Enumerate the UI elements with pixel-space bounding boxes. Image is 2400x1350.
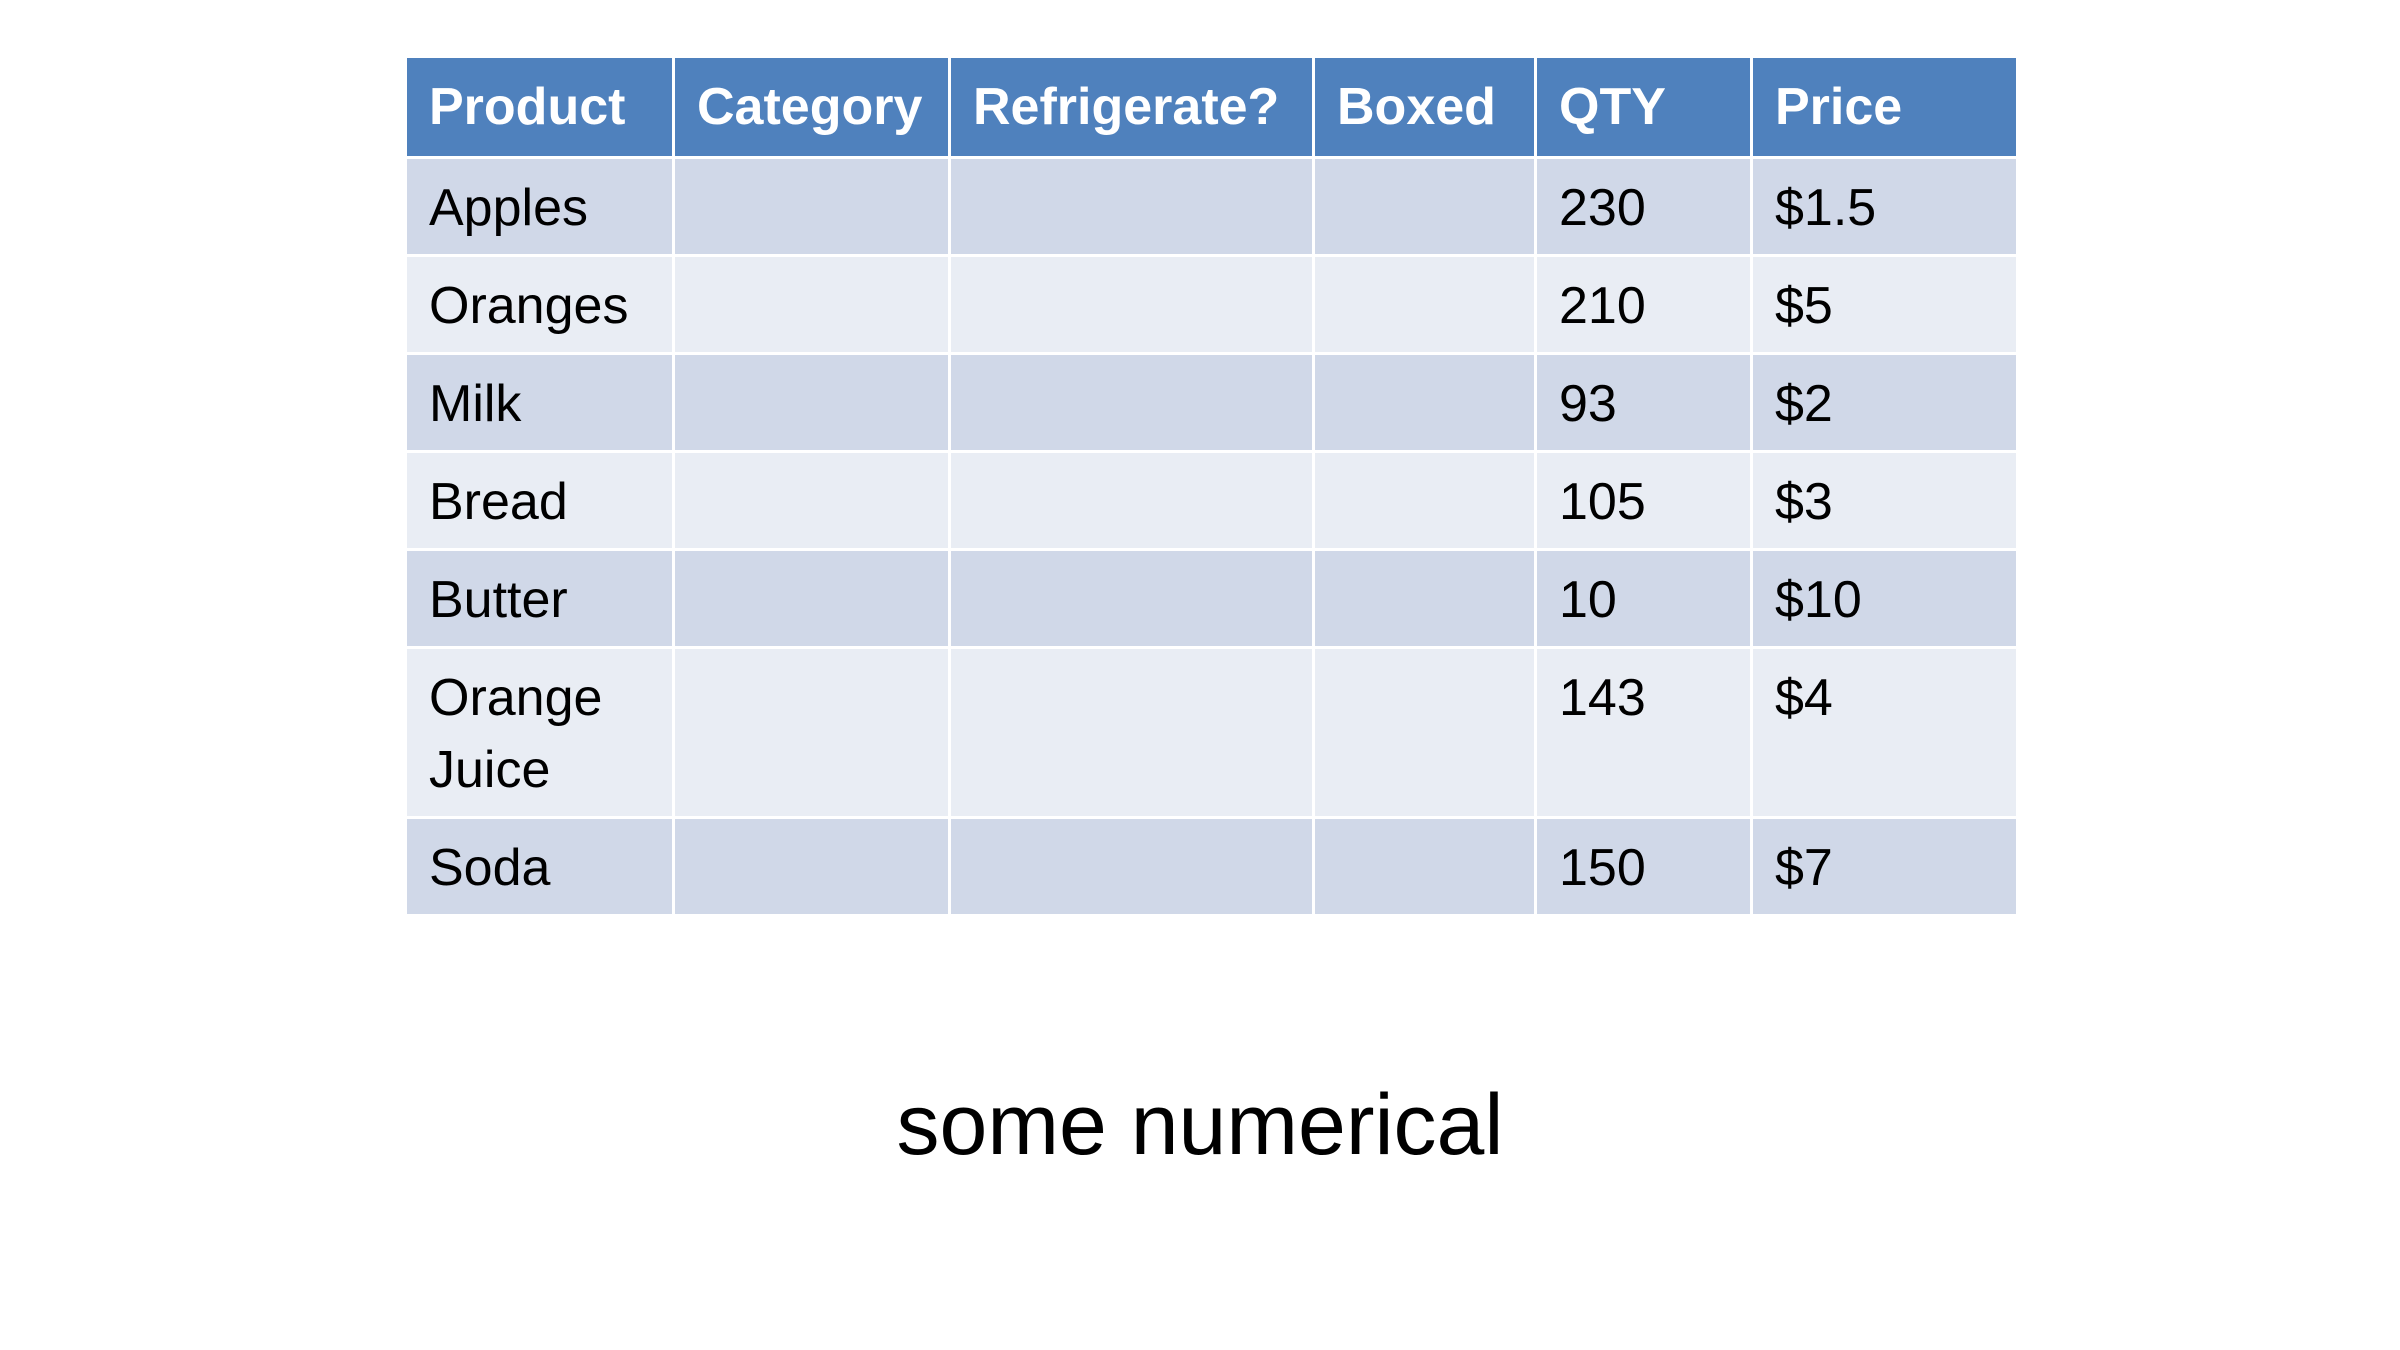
cell-refrigerate <box>948 450 1315 551</box>
cell-refrigerate <box>948 254 1315 355</box>
cell-qty: 230 <box>1534 156 1753 257</box>
cell-price: $10 <box>1750 548 2019 649</box>
cell-product: Orange Juice <box>404 646 675 819</box>
cell-refrigerate <box>948 646 1315 819</box>
cell-product: Soda <box>404 816 675 917</box>
table-row: Apples 230 $1.5 <box>404 156 2019 257</box>
cell-category <box>672 156 951 257</box>
cell-boxed <box>1312 816 1537 917</box>
cell-product: Milk <box>404 352 675 453</box>
cell-category <box>672 254 951 355</box>
cell-qty: 105 <box>1534 450 1753 551</box>
table-row: Oranges 210 $5 <box>404 254 2019 355</box>
cell-product: Oranges <box>404 254 675 355</box>
cell-category <box>672 548 951 649</box>
table-row: Milk 93 $2 <box>404 352 2019 453</box>
header-boxed: Boxed <box>1312 55 1537 159</box>
cell-qty: 143 <box>1534 646 1753 819</box>
cell-price: $5 <box>1750 254 2019 355</box>
cell-qty: 210 <box>1534 254 1753 355</box>
table-row: Butter 10 $10 <box>404 548 2019 649</box>
cell-refrigerate <box>948 816 1315 917</box>
header-category: Category <box>672 55 951 159</box>
table-row: Soda 150 $7 <box>404 816 2019 917</box>
cell-boxed <box>1312 548 1537 649</box>
cell-refrigerate <box>948 352 1315 453</box>
table-header-row: Product Category Refrigerate? Boxed QTY … <box>404 55 2019 159</box>
cell-boxed <box>1312 352 1537 453</box>
cell-category <box>672 450 951 551</box>
slide-caption: some numerical <box>896 1077 1504 1173</box>
cell-refrigerate <box>948 156 1315 257</box>
cell-price: $4 <box>1750 646 2019 819</box>
cell-qty: 150 <box>1534 816 1753 917</box>
cell-category <box>672 352 951 453</box>
cell-price: $3 <box>1750 450 2019 551</box>
header-product: Product <box>404 55 675 159</box>
cell-qty: 93 <box>1534 352 1753 453</box>
cell-price: $1.5 <box>1750 156 2019 257</box>
cell-price: $2 <box>1750 352 2019 453</box>
cell-qty: 10 <box>1534 548 1753 649</box>
cell-category <box>672 816 951 917</box>
cell-product: Apples <box>404 156 675 257</box>
cell-refrigerate <box>948 548 1315 649</box>
header-price: Price <box>1750 55 2019 159</box>
table-row: Orange Juice 143 $4 <box>404 646 2019 819</box>
cell-category <box>672 646 951 819</box>
header-refrigerate: Refrigerate? <box>948 55 1315 159</box>
cell-boxed <box>1312 450 1537 551</box>
table-row: Bread 105 $3 <box>404 450 2019 551</box>
header-qty: QTY <box>1534 55 1753 159</box>
cell-product: Bread <box>404 450 675 551</box>
product-table: Product Category Refrigerate? Boxed QTY … <box>404 55 2019 917</box>
cell-price: $7 <box>1750 816 2019 917</box>
cell-product: Butter <box>404 548 675 649</box>
cell-boxed <box>1312 254 1537 355</box>
cell-boxed <box>1312 156 1537 257</box>
cell-boxed <box>1312 646 1537 819</box>
